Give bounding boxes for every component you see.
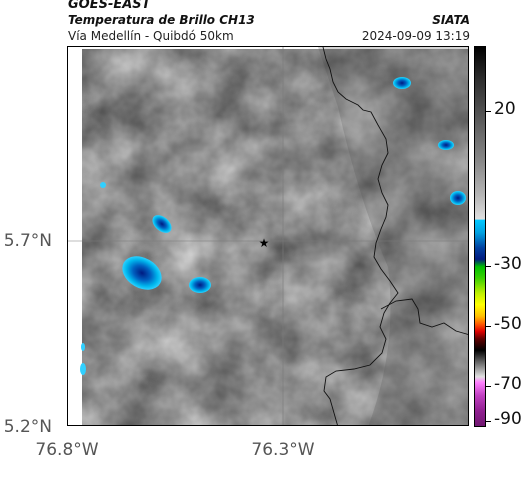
- lat-label: 5.7°N: [3, 231, 52, 251]
- cold-cell: [438, 140, 454, 150]
- star-marker: ★: [259, 236, 270, 250]
- source-label: SIATA: [432, 13, 470, 27]
- colorbar-tick: [486, 386, 491, 387]
- lon-label: 76.8°W: [35, 440, 99, 460]
- boundary-line: [322, 47, 399, 425]
- colorbar-label: 20: [494, 99, 516, 119]
- colorbar-label: -90: [494, 409, 522, 429]
- cold-cell: [122, 256, 162, 290]
- colorbar-tick: [486, 421, 491, 422]
- colorbar-tick: [486, 111, 491, 112]
- region-subtitle: Vía Medellín - Quibdó 50km: [68, 29, 234, 43]
- colorbar-label: -50: [494, 314, 522, 334]
- cold-cell: [100, 182, 106, 188]
- cold-cell: [189, 277, 211, 293]
- colorbar-tick: [486, 326, 491, 327]
- satellite-title: GOES-EAST: [68, 0, 151, 12]
- cold-cell: [393, 77, 411, 89]
- cold-cell: [450, 191, 466, 205]
- cold-cell: [81, 343, 85, 351]
- timestamp-label: 2024-09-09 13:19: [361, 29, 470, 43]
- colorbar-label: -70: [494, 374, 522, 394]
- lat-label: 5.2°N: [3, 417, 52, 437]
- map-canvas: ★: [68, 47, 468, 425]
- boundary-line: [380, 298, 468, 335]
- cold-cell: [80, 363, 86, 375]
- colorbar-tick: [486, 266, 491, 267]
- lon-label: 76.3°W: [251, 440, 315, 460]
- cold-cell: [152, 215, 172, 233]
- colorbar: [474, 46, 486, 427]
- product-title: Temperatura de Brillo CH13: [68, 13, 255, 27]
- colorbar-label: -30: [494, 254, 522, 274]
- satellite-map[interactable]: ★: [67, 46, 469, 426]
